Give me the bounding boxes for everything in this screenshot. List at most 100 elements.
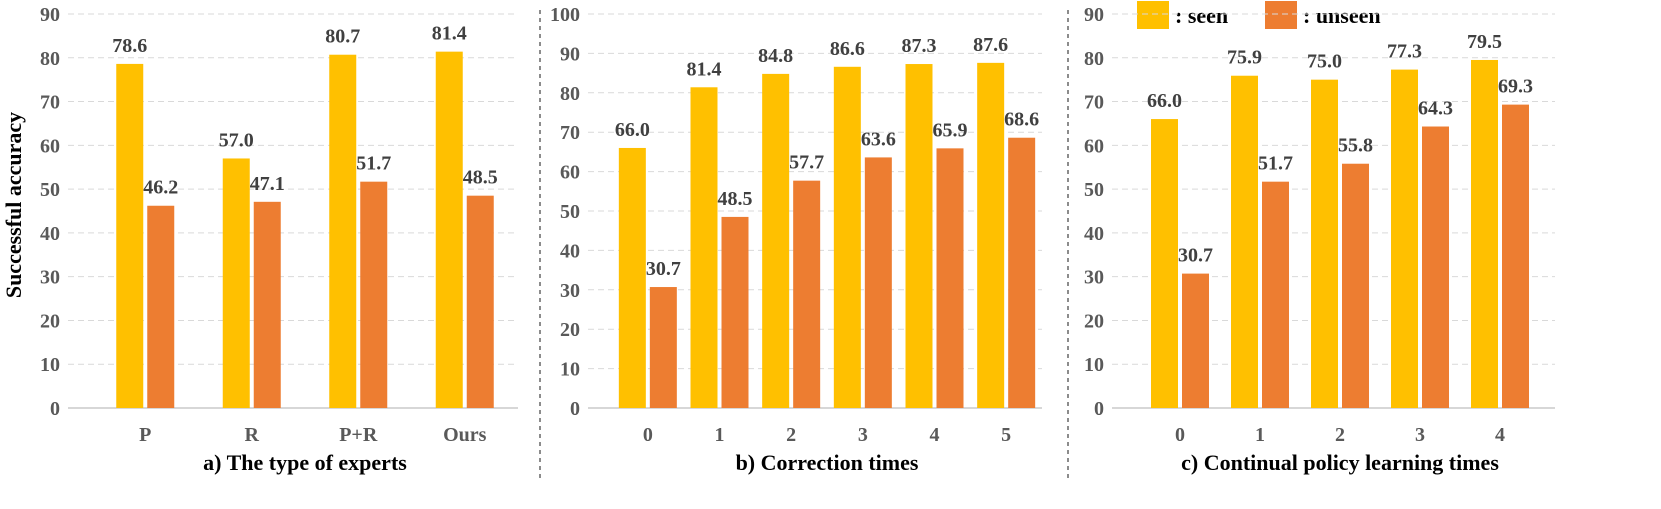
y-tick-label: 50 [40, 179, 60, 201]
y-tick-label: 30 [40, 267, 60, 289]
bar-seen [1311, 79, 1338, 409]
data-label-unseen: 51.7 [1258, 153, 1293, 175]
x-tick-label: 2 [786, 424, 796, 446]
data-label-seen: 87.6 [973, 34, 1008, 56]
y-tick-label: 60 [40, 135, 60, 157]
x-tick-label: 4 [1495, 424, 1505, 446]
bar-unseen [466, 195, 494, 408]
panel-title: a) The type of experts [203, 450, 407, 475]
y-tick-label: 50 [560, 201, 580, 223]
data-label-seen: 80.7 [325, 26, 360, 48]
data-label-unseen: 65.9 [933, 119, 968, 141]
y-tick-label: 30 [1084, 267, 1104, 289]
bar-seen [1151, 119, 1178, 409]
data-label-unseen: 68.6 [1004, 109, 1039, 131]
legend-swatch-unseen [1265, 1, 1297, 29]
bar-unseen [360, 181, 388, 408]
data-label-unseen: 69.3 [1498, 76, 1533, 98]
x-tick-label: 5 [1001, 424, 1011, 446]
legend-label-unseen: : unseen [1303, 3, 1381, 28]
y-tick-label: 60 [560, 162, 580, 184]
y-tick-label: 20 [1084, 310, 1104, 332]
bar-seen [618, 147, 646, 408]
x-tick-label: 0 [1175, 424, 1185, 446]
bar-unseen [1182, 273, 1209, 408]
data-label-unseen: 64.3 [1418, 98, 1453, 120]
y-tick-label: 100 [550, 4, 580, 26]
legend-label-seen: : seen [1175, 3, 1228, 28]
bar-unseen [864, 157, 892, 408]
bar-unseen [1342, 163, 1369, 408]
data-label-seen: 81.4 [432, 23, 467, 45]
data-label-seen: 75.0 [1307, 51, 1342, 73]
y-tick-label: 70 [560, 122, 580, 144]
panel-title: c) Continual policy learning times [1181, 450, 1499, 475]
data-label-unseen: 51.7 [356, 153, 391, 175]
y-axis-label: Successful accuracy [1, 112, 26, 298]
y-tick-label: 80 [560, 83, 580, 105]
data-label-seen: 66.0 [615, 119, 650, 141]
y-tick-label: 0 [1094, 398, 1104, 420]
y-tick-label: 10 [40, 354, 60, 376]
x-tick-label: 1 [1255, 424, 1265, 446]
bar-unseen [1422, 126, 1449, 409]
y-tick-label: 80 [40, 48, 60, 70]
y-tick-label: 10 [560, 359, 580, 381]
bar-seen [1391, 69, 1418, 408]
y-tick-label: 70 [40, 92, 60, 114]
bar-unseen [1008, 137, 1036, 408]
data-label-seen: 77.3 [1387, 41, 1422, 63]
y-tick-label: 90 [560, 43, 580, 65]
data-label-seen: 81.4 [687, 58, 722, 80]
y-tick-label: 40 [1084, 223, 1104, 245]
x-tick-label: Ours [443, 424, 487, 446]
data-label-unseen: 47.1 [250, 173, 285, 195]
x-tick-label: 2 [1335, 424, 1345, 446]
y-tick-label: 60 [1084, 135, 1104, 157]
bar-unseen [253, 201, 281, 408]
bar-seen [1231, 75, 1258, 408]
x-tick-label: 4 [930, 424, 940, 446]
data-label-seen: 66.0 [1147, 90, 1182, 112]
data-label-seen: 86.6 [830, 38, 865, 60]
bar-unseen [649, 287, 677, 408]
x-tick-label: P+R [339, 424, 378, 446]
legend-swatch-seen [1137, 1, 1169, 29]
x-tick-label: 1 [715, 424, 725, 446]
bar-seen [329, 54, 357, 409]
data-label-unseen: 57.7 [789, 152, 824, 174]
data-label-unseen: 48.5 [463, 167, 498, 189]
data-label-unseen: 30.7 [646, 258, 681, 280]
x-tick-label: 3 [858, 424, 868, 446]
y-tick-label: 10 [1084, 354, 1104, 376]
bar-unseen [936, 148, 964, 408]
data-label-unseen: 55.8 [1338, 135, 1373, 157]
y-tick-label: 90 [40, 4, 60, 26]
y-tick-label: 30 [560, 280, 580, 302]
data-label-unseen: 63.6 [861, 128, 896, 150]
bar-seen [690, 87, 718, 408]
data-label-seen: 75.9 [1227, 47, 1262, 69]
bar-unseen [1262, 181, 1289, 408]
bar-seen [1471, 59, 1498, 408]
data-label-seen: 79.5 [1467, 31, 1502, 53]
bar-seen [435, 51, 463, 408]
panel-title: b) Correction times [736, 450, 919, 475]
legend: : seen : unseen [1137, 1, 1381, 29]
bar-unseen [793, 180, 821, 408]
bar-seen [116, 63, 144, 408]
bar-unseen [1502, 104, 1529, 409]
y-tick-label: 40 [40, 223, 60, 245]
bar-seen [222, 158, 250, 408]
y-tick-label: 90 [1084, 4, 1104, 26]
y-tick-label: 80 [1084, 48, 1104, 70]
y-tick-label: 20 [560, 319, 580, 341]
data-label-seen: 84.8 [758, 45, 793, 67]
bar-unseen [721, 216, 749, 408]
bar-seen [977, 62, 1005, 409]
bar-seen [905, 64, 933, 409]
y-tick-label: 50 [1084, 179, 1104, 201]
x-tick-label: 0 [643, 424, 653, 446]
